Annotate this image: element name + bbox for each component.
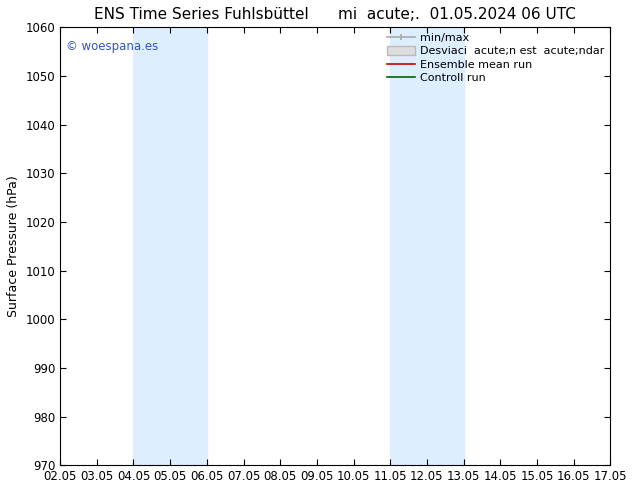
Title: ENS Time Series Fuhlsbüttel      mi  acute;.  01.05.2024 06 UTC: ENS Time Series Fuhlsbüttel mi acute;. 0… [94, 7, 576, 22]
Legend: min/max, Desviaci  acute;n est  acute;ndar, Ensemble mean run, Controll run: min/max, Desviaci acute;n est acute;ndar… [387, 33, 605, 83]
Text: © woespana.es: © woespana.es [65, 40, 158, 53]
Bar [391, 27, 463, 465]
Y-axis label: Surface Pressure (hPa): Surface Pressure (hPa) [7, 175, 20, 317]
Bar [134, 27, 207, 465]
